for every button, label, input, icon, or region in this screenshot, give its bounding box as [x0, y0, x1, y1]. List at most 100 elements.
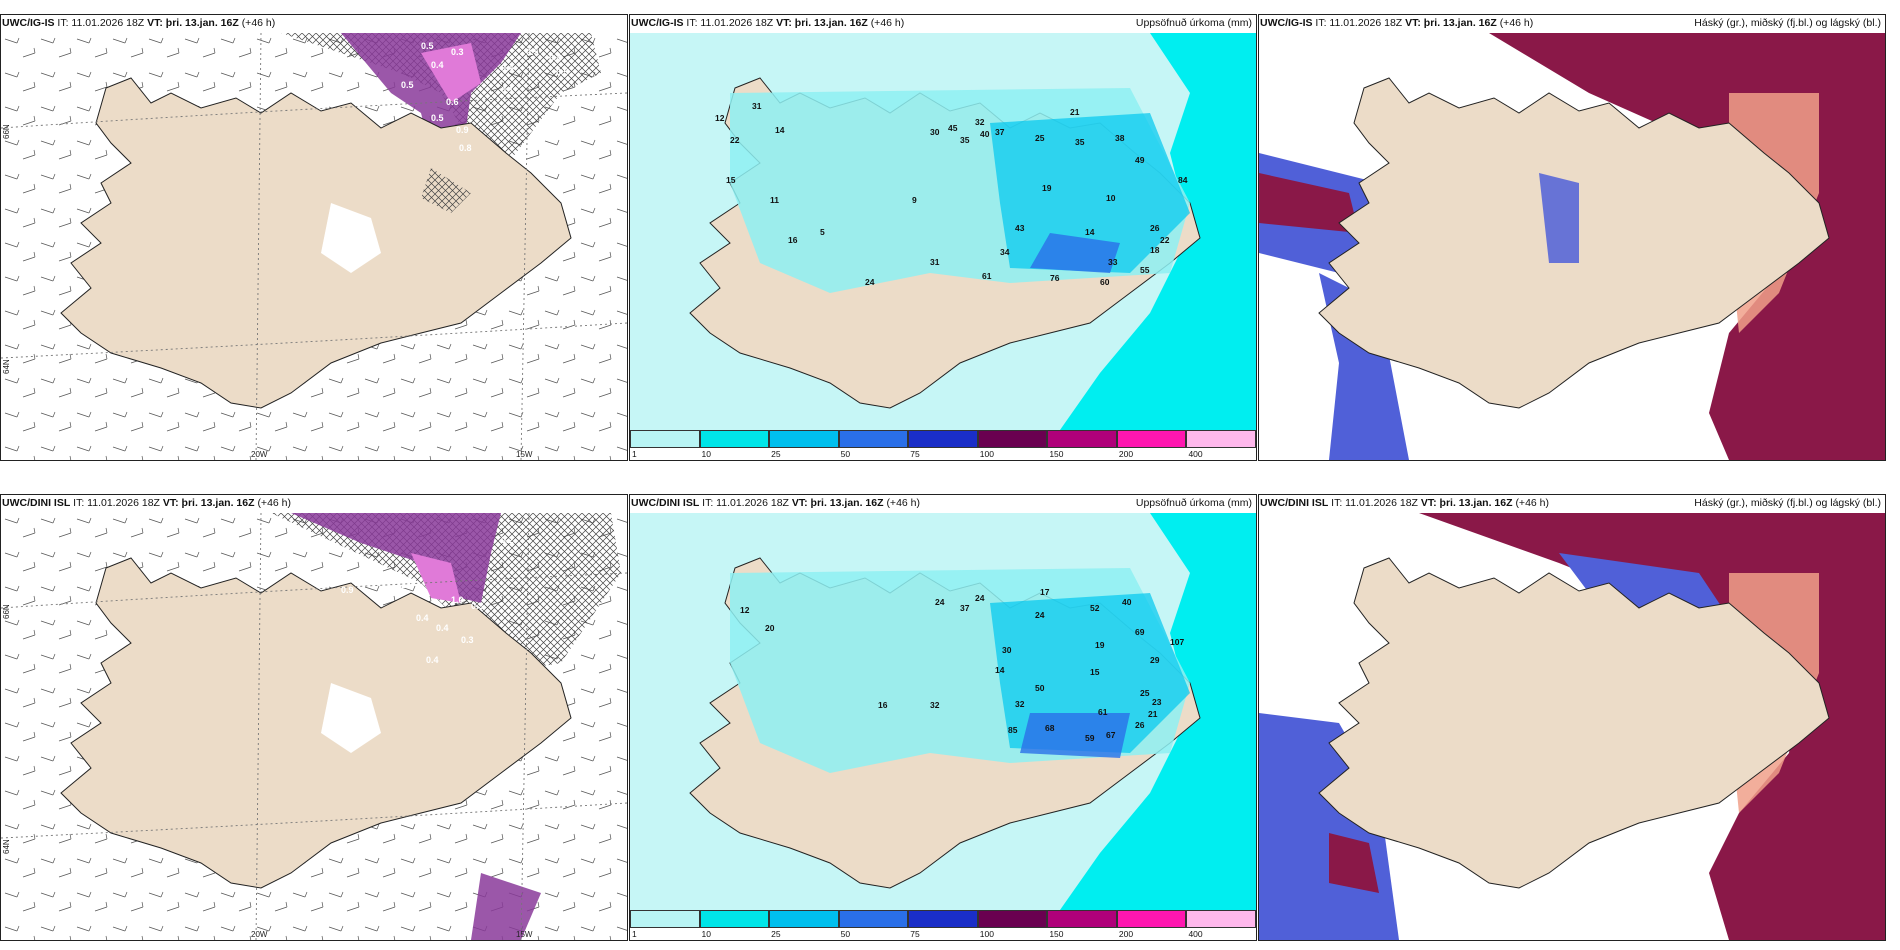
precip-value: 60: [1100, 277, 1110, 287]
lead-time: (+46 h): [257, 497, 291, 509]
precip-value: 61: [982, 271, 992, 281]
wind-map: 66N 64N 20W 15W 0.5 0.3 0.4 0.5 0.6 0.9 …: [1, 33, 627, 460]
colorbar-swatch: [908, 430, 978, 448]
precip-value: 59: [1085, 733, 1095, 743]
precip-value: 30: [1002, 645, 1012, 655]
precip-value: 24: [975, 593, 985, 603]
precip-value: 0.9: [456, 125, 469, 135]
colorbar-tick: 200: [1118, 929, 1134, 939]
precip-value: 11: [770, 195, 779, 205]
panel-header: UWC/DINI ISL IT: 11.01.2026 18Z VT: þri.…: [1260, 497, 1883, 511]
precip-value: 31: [752, 101, 762, 111]
colorbar-swatch: [699, 910, 770, 928]
precip-value: 19: [1095, 640, 1105, 650]
valid-time: VT: þri. 13.jan. 16Z: [147, 17, 239, 29]
precip-value: 43: [1015, 223, 1025, 233]
colorbar-tick: 150: [1049, 449, 1064, 459]
colorbar-tick: 400: [1188, 929, 1203, 939]
precip-value: 0.6: [446, 97, 459, 107]
cloud-map: [1259, 513, 1885, 940]
precip-value: 18: [1150, 245, 1160, 255]
precip-value: 1.7: [401, 580, 414, 590]
field-title: Háský (gr.), miðský (fj.bl.) og lágský (…: [1694, 17, 1881, 29]
colorbar-tick: 25: [771, 929, 781, 939]
precip-value: 0.8: [459, 143, 472, 153]
precip-value: 9: [912, 195, 917, 205]
valid-time: VT: þri. 13.jan. 16Z: [776, 17, 868, 29]
precip-value: 14: [995, 665, 1005, 675]
precip-value: 10: [1106, 193, 1116, 203]
colorbar-swatch: [1116, 910, 1187, 928]
precip-value: 37: [995, 127, 1005, 137]
lat-label-66: 66N: [2, 124, 11, 139]
precip-value: 45: [948, 123, 958, 133]
precip-map: 12 20 24 37 24 17 24 52 40 69 107 19 15 …: [630, 513, 1256, 910]
colorbar-swatch: [1116, 430, 1187, 448]
precip-value: 50: [1035, 683, 1045, 693]
precip-value: 25: [1035, 133, 1045, 143]
precip-value: 107: [1170, 637, 1184, 647]
colorbar-tick: 150: [1049, 929, 1064, 939]
panel-ig-precip: UWC/IG-IS IT: 11.01.2026 18Z VT: þri. 13…: [629, 14, 1257, 461]
precip-value: 40: [980, 129, 990, 139]
cloud-high-area-west: [1259, 173, 1359, 233]
colorbar-swatch: [1186, 910, 1256, 928]
precip-value: 0.3: [451, 47, 464, 57]
field-title: Háský (gr.), miðský (fj.bl.) og lágský (…: [1694, 497, 1881, 509]
precip-band-50: [1020, 713, 1130, 758]
precip-band-10: [1060, 513, 1256, 910]
precip-value: 24: [865, 277, 875, 287]
colorbar-swatch: [769, 430, 839, 448]
precip-value: 16: [878, 700, 888, 710]
wind-map: 66N 64N 20W 15W 0.2 1.7 1.0 0.3 0.9 0.4 …: [1, 513, 627, 940]
precip-values: 31 14 22 12 30 45 35 32 40 37 21 25 35 3…: [715, 101, 1188, 287]
colorbar-tick: 100: [979, 449, 994, 459]
precip-value: 84: [1178, 175, 1188, 185]
precip-band-50: [1030, 233, 1120, 273]
lon-line-15: [520, 513, 530, 940]
init-time: IT: 11.01.2026 18Z: [57, 17, 145, 29]
precip-values: 0.5 0.3 0.4 0.5 0.6 0.9 0.5 0.4 0.8 0.5 …: [401, 41, 569, 153]
lat-label-66: 66N: [2, 604, 11, 619]
field-title: Uppsöfnuð úrkoma (mm): [1135, 17, 1252, 29]
precip-value: 1.0: [451, 595, 464, 605]
model-label: UWC/IG-IS: [631, 17, 684, 29]
precip-value: 35: [1075, 137, 1085, 147]
colorbar-tick: 75: [910, 929, 920, 939]
precip-value: 25: [1140, 688, 1150, 698]
field-title: Uppsöfnuð úrkoma (mm): [1135, 497, 1252, 509]
iceland-land: [60, 557, 572, 889]
lon-label-20: 20W: [251, 450, 268, 459]
precip-value: 24: [1035, 610, 1045, 620]
lon-line-20: [255, 33, 262, 460]
colorbar-swatch: [630, 910, 700, 928]
precip-colorbar: 1 10 25 50 75 100 150 200 400: [630, 430, 1256, 460]
precip-values: 0.2 1.7 1.0 0.3 0.9 0.4 0.4 0.3 0.4: [341, 535, 514, 665]
colorbar-swatch: [1186, 430, 1256, 448]
precip-value: 26: [1150, 223, 1160, 233]
panel-dini-clouds: UWC/DINI ISL IT: 11.01.2026 18Z VT: þri.…: [1258, 494, 1886, 941]
colorbar-tick: 1: [632, 929, 637, 939]
precip-value: 61: [1098, 707, 1108, 717]
panel-header: UWC/DINI ISL IT: 11.01.2026 18Z VT: þri.…: [631, 497, 1254, 511]
precip-value: 68: [1045, 723, 1055, 733]
precip-value: 85: [1008, 725, 1018, 735]
panel-header: UWC/DINI ISL IT: 11.01.2026 18Z VT: þri.…: [2, 497, 625, 511]
precip-value: 22: [1160, 235, 1170, 245]
precip-value: 31: [930, 257, 940, 267]
precip-value: 55: [1140, 265, 1150, 275]
precip-value: 0.2: [501, 535, 514, 545]
model-label: UWC/IG-IS: [1260, 17, 1313, 29]
precip-value: 67: [1106, 730, 1116, 740]
panel-ig-clouds: UWC/IG-IS IT: 11.01.2026 18Z VT: þri. 13…: [1258, 14, 1886, 461]
precip-value: 69: [1135, 627, 1145, 637]
precip-value: 0.4: [431, 60, 444, 70]
lead-time: (+46 h): [241, 17, 276, 29]
cloud-map: [1259, 33, 1885, 460]
colorbar-tick: 1: [632, 449, 637, 459]
precip-value: 0.5: [421, 41, 434, 51]
panel-header: UWC/IG-IS IT: 11.01.2026 18Z VT: þri. 13…: [1260, 17, 1883, 31]
lead-time: (+46 h): [870, 17, 905, 29]
init-time: IT: 11.01.2026 18Z: [1315, 17, 1403, 29]
precip-values: 12 20 24 37 24 17 24 52 40 69 107 19 15 …: [740, 587, 1184, 743]
